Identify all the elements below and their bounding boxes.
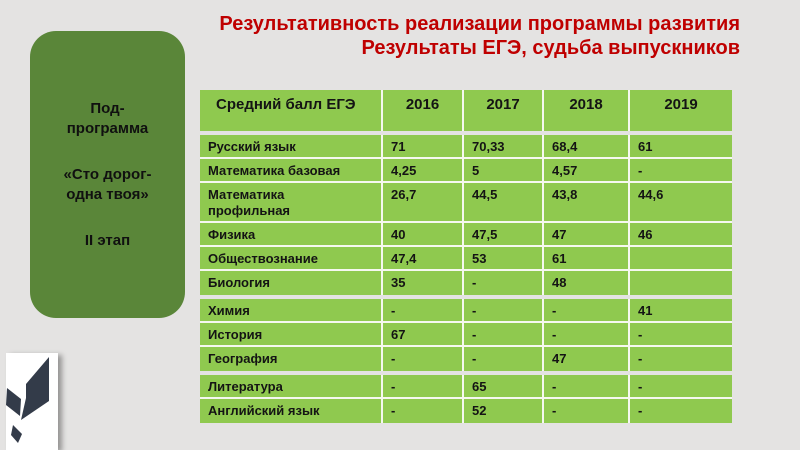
subject-cell: Математика базовая (200, 159, 383, 181)
score-cell: - (544, 399, 630, 423)
table-row: Литература -65- - (200, 375, 732, 399)
header-year-cell: 2016 (383, 90, 464, 131)
score-cell: - (383, 347, 464, 371)
score-cell: 5 (464, 159, 544, 181)
table-row: Химия - - -41 (200, 299, 732, 323)
score-cell (630, 271, 732, 295)
score-cell: 53 (464, 247, 544, 269)
score-cell: 67 (383, 323, 464, 345)
score-cell: - (544, 299, 630, 321)
score-cell: - (464, 347, 544, 371)
score-cell: - (638, 163, 643, 178)
table-row: Русский язык 71 70,33 68,4 61 (200, 135, 732, 159)
score-cell: 70,33 (464, 135, 544, 157)
score-cell: 61 (544, 247, 630, 269)
table-row: История 67- - - (200, 323, 732, 347)
header-year-cell: 2018 (544, 90, 630, 131)
subject-cell: Английский язык (200, 399, 383, 423)
table-row: Математика профильная 26,7 44,5 43,8 44,6 (200, 183, 732, 223)
score-cell: 44,6 (638, 187, 664, 202)
ege-results-table: Средний балл ЕГЭ 2016 2017 2018 2019 Русский… (200, 90, 732, 427)
score-cell: 40 (383, 223, 464, 245)
subject-cell: История (200, 323, 383, 345)
subject-cell: Биология (200, 271, 383, 295)
score-cell: 44,5 (464, 183, 544, 221)
score-cell: 35 (383, 271, 464, 295)
score-cell: 47 (544, 223, 630, 245)
table-group: Русский язык 71 70,33 68,4 61 Математика базо… (200, 135, 732, 295)
table-row: Физика 40 47,5 47 46 (200, 223, 732, 247)
subject-cell: Химия (200, 299, 383, 321)
score-cell: 26,7 (383, 183, 464, 221)
score-cell: - (383, 399, 464, 423)
score-cell: 4,57 (544, 159, 630, 181)
subject-cell: Литература (200, 375, 383, 397)
subject-cell: Математика профильная (200, 183, 383, 221)
score-cell: - (383, 375, 464, 397)
header-label-cell: Средний балл ЕГЭ (200, 90, 383, 131)
score-cell: 4,25 (383, 159, 464, 181)
subprogram-panel: Под-программа «Сто дорог-одна твоя» II э… (30, 31, 185, 318)
score-cell: - (638, 379, 643, 394)
score-cell: - (638, 403, 643, 418)
score-cell: - (464, 323, 544, 345)
score-cell: 65 (464, 375, 544, 397)
feather-ribbon-icon (6, 357, 49, 443)
table-row: Обществознание 47,4 53 61 (200, 247, 732, 271)
score-cell: 48 (544, 271, 630, 295)
score-cell: 61 (638, 139, 653, 154)
score-cell: - (464, 299, 544, 321)
table-row: География - -47- (200, 347, 732, 371)
score-cell: 52 (464, 399, 544, 423)
subject-cell: Обществознание (200, 247, 383, 269)
score-cell: - (544, 323, 630, 345)
score-cell: 47 (544, 347, 630, 371)
slide-title: Результативность реализации программы ра… (219, 12, 740, 60)
table-row: Математика базовая 4,25 5 4,57- (200, 159, 732, 183)
table-header: Средний балл ЕГЭ 2016 2017 2018 2019 (200, 90, 732, 131)
score-cell: 41 (638, 303, 653, 318)
header-year-cell: 2017 (464, 90, 544, 131)
table-row: Биология 35-48 (200, 271, 732, 295)
panel-text-name: «Сто дорог-одна твоя» (63, 165, 152, 203)
score-cell: - (638, 351, 643, 366)
score-cell: 43,8 (544, 183, 630, 221)
score-cell: 47,4 (383, 247, 464, 269)
subject-cell: Физика (200, 223, 383, 245)
subject-cell: Русский язык (200, 135, 383, 157)
logo-badge (6, 353, 58, 450)
score-cell: 68,4 (544, 135, 630, 157)
slide-title-line-2: Результаты ЕГЭ, судьба выпускников (361, 37, 741, 59)
score-cell: - (464, 271, 544, 295)
subject-cell: География (200, 347, 383, 371)
score-cell: 47,5 (464, 223, 544, 245)
panel-text-program: Под-программа (66, 99, 149, 137)
header-year-cell: 2019 (664, 96, 698, 113)
table-body: Русский язык 71 70,33 68,4 61 Математика базо… (200, 135, 732, 423)
table-group: Химия - - -41 История 67- - - География - -47- (200, 299, 732, 371)
score-cell: - (638, 327, 643, 342)
score-cell: 46 (638, 227, 653, 242)
score-cell (630, 247, 732, 269)
score-cell: 71 (383, 135, 464, 157)
table-group: Литература -65- - Английский язык -52- - (200, 375, 732, 423)
score-cell: - (544, 375, 630, 397)
table-row: Английский язык -52- - (200, 399, 732, 423)
score-cell: - (383, 299, 464, 321)
slide-title-line-1: Результативность реализации программы ра… (219, 13, 740, 35)
panel-text-stage: II этап (84, 231, 131, 249)
